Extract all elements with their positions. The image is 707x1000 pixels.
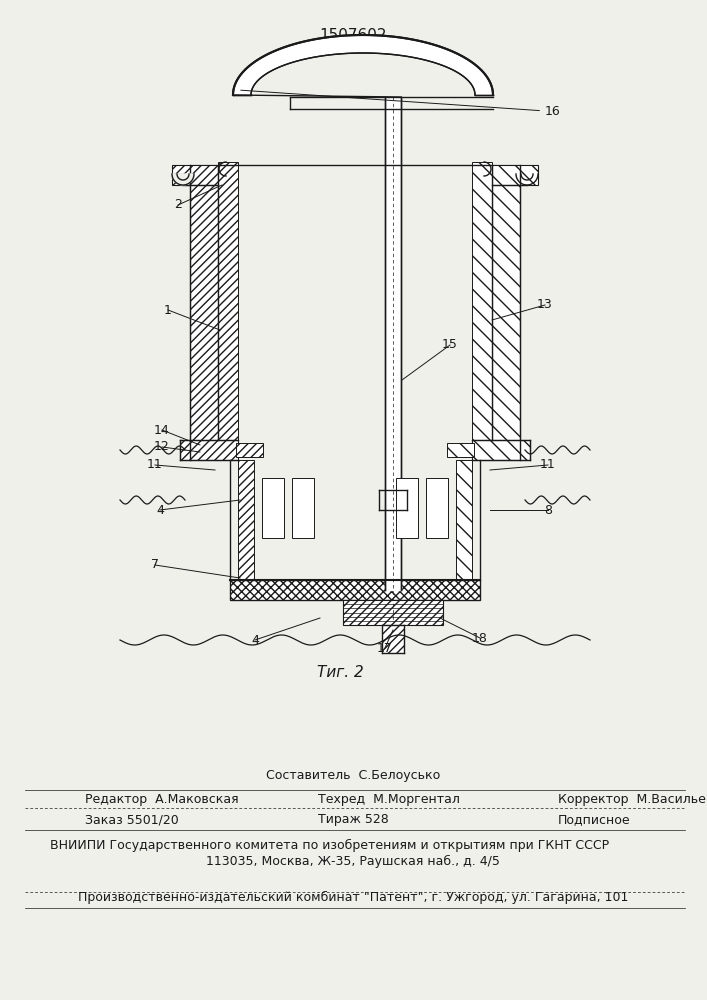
Text: 4: 4 [251,634,259,647]
Text: 17: 17 [377,642,393,654]
Bar [343,600,443,625]
Bar [238,460,254,580]
Polygon shape [385,97,401,590]
Bar [180,440,238,460]
Bar [236,443,263,457]
Bar [426,478,448,538]
Text: Корректор  М.Васильева: Корректор М.Васильева [558,792,707,806]
Text: Техред  М.Моргентал: Техред М.Моргентал [318,792,460,806]
Bar [396,478,418,538]
Text: 11: 11 [540,458,556,472]
Bar [472,440,530,460]
Bar [262,478,284,538]
Text: 1: 1 [164,304,172,316]
Text: 12: 12 [154,440,170,454]
Text: 8: 8 [544,504,552,516]
Text: 15: 15 [442,338,458,352]
Polygon shape [233,35,493,95]
Text: 18: 18 [472,632,488,645]
Text: Тираж 528: Тираж 528 [318,814,389,826]
Text: Τиг. 2: Τиг. 2 [317,665,363,680]
Bar [218,162,238,445]
Text: Производственно-издательский комбинат "Патент", г. Ужгород, ул. Гагарина, 101: Производственно-издательский комбинат "П… [78,890,629,904]
Bar [230,580,480,600]
Polygon shape [172,174,194,185]
Text: 113035, Москва, Ж-35, Раушская наб., д. 4/5: 113035, Москва, Ж-35, Раушская наб., д. … [206,854,500,868]
Text: 14: 14 [154,424,170,436]
Text: 16: 16 [241,90,561,118]
Text: Подписное: Подписное [558,814,631,826]
Text: ВНИИПИ Государственного комитета по изобретениям и открытиям при ГКНТ СССР: ВНИИПИ Государственного комитета по изоб… [50,838,609,852]
Text: Редактор  А.Маковская: Редактор А.Маковская [85,792,239,806]
Text: Составитель  С.Белоусько: Составитель С.Белоусько [266,768,440,782]
Bar [172,165,218,185]
Text: 1507602: 1507602 [320,28,387,43]
Bar [292,478,314,538]
Text: 7: 7 [151,558,159,572]
Bar [456,460,472,580]
Bar [492,165,538,185]
Text: 13: 13 [537,298,553,312]
Text: 11: 11 [147,458,163,472]
Text: Заказ 5501/20: Заказ 5501/20 [85,814,179,826]
Bar [447,443,474,457]
Bar [190,165,218,445]
Text: 4: 4 [156,504,164,516]
Bar [492,165,520,445]
Text: 2: 2 [174,198,182,212]
Bar [382,625,404,653]
Bar [472,162,492,445]
